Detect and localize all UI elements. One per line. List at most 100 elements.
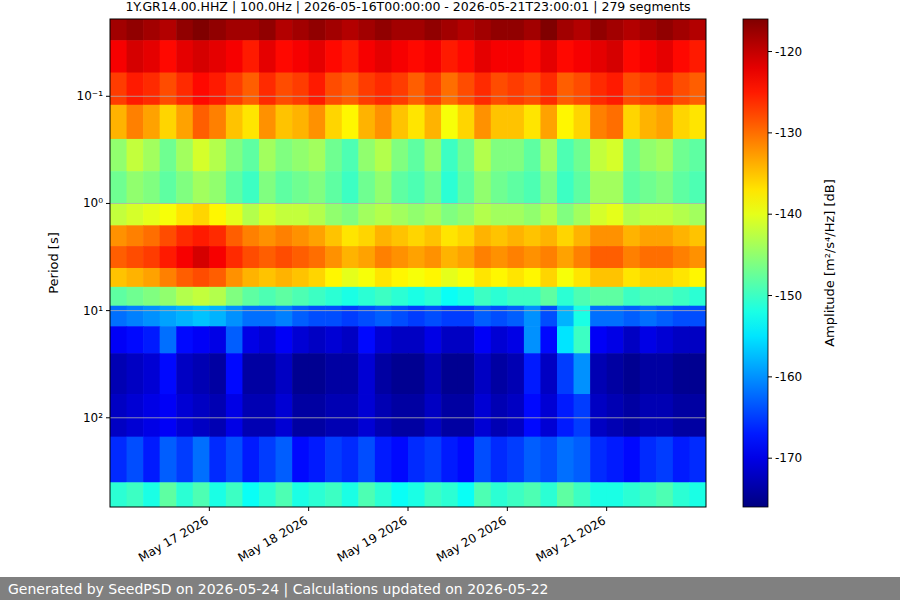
y-tick [106, 417, 110, 418]
cell [259, 353, 276, 394]
cell [226, 394, 243, 437]
cell [557, 73, 574, 106]
cell [557, 353, 574, 394]
cell [309, 394, 326, 437]
cell [540, 40, 557, 73]
cell [143, 482, 160, 507]
cell [640, 326, 657, 354]
cell [276, 19, 293, 41]
cell [143, 40, 160, 73]
cell [673, 268, 690, 287]
cell [408, 225, 425, 246]
cell [325, 306, 342, 327]
cell [474, 246, 491, 268]
cell [143, 171, 160, 204]
cell [193, 73, 210, 106]
y-tick [106, 96, 110, 97]
cell [375, 394, 392, 437]
cell [507, 40, 524, 73]
cell [309, 246, 326, 268]
cell [557, 306, 574, 327]
cell [143, 394, 160, 437]
cell [574, 40, 591, 73]
cell [242, 105, 259, 140]
cell [689, 268, 706, 287]
cell [689, 306, 706, 327]
cell [689, 353, 706, 394]
cell [425, 394, 442, 437]
cell [127, 326, 144, 354]
cell [540, 482, 557, 507]
cell [209, 437, 226, 483]
cell [176, 105, 193, 140]
cell [640, 139, 657, 172]
cell [458, 19, 475, 41]
cell [325, 246, 342, 268]
cell [408, 139, 425, 172]
cell [524, 482, 541, 507]
cell [425, 73, 442, 106]
cell [160, 394, 177, 437]
cell [458, 203, 475, 225]
cell [557, 394, 574, 437]
cell [607, 326, 624, 354]
footer-band [0, 577, 900, 600]
cell [209, 40, 226, 73]
cell [242, 326, 259, 354]
cell [640, 171, 657, 204]
cell [441, 19, 458, 41]
cell [673, 203, 690, 225]
cell [640, 306, 657, 327]
cell [507, 73, 524, 106]
colorbar-tick-label: -160 [775, 370, 802, 384]
cell [292, 482, 309, 507]
cell [242, 268, 259, 287]
cell [226, 105, 243, 140]
cell [193, 171, 210, 204]
cell [143, 19, 160, 41]
cell [160, 482, 177, 507]
x-tick-label: May 18 2026 [235, 513, 310, 564]
x-tick [209, 507, 210, 511]
cell [110, 326, 127, 354]
cell [127, 246, 144, 268]
cell [391, 287, 408, 306]
cell [557, 19, 574, 41]
cell [623, 394, 640, 437]
cell [292, 203, 309, 225]
cell [375, 19, 392, 41]
cell [276, 437, 293, 483]
cell [375, 139, 392, 172]
cell [375, 73, 392, 106]
colorbar-tick [768, 51, 772, 52]
cell [309, 326, 326, 354]
cell [408, 326, 425, 354]
cell [309, 171, 326, 204]
cell [574, 203, 591, 225]
cell [176, 246, 193, 268]
cell [110, 203, 127, 225]
cell [160, 287, 177, 306]
cell [276, 353, 293, 394]
cell [623, 246, 640, 268]
cell [491, 139, 508, 172]
cell [160, 105, 177, 140]
cell [524, 171, 541, 204]
cell [375, 40, 392, 73]
colorbar [743, 19, 768, 507]
cell [590, 306, 607, 327]
cell [391, 482, 408, 507]
cell [259, 203, 276, 225]
y-axis-title: Period [s] [46, 232, 61, 294]
cell [110, 268, 127, 287]
cell [375, 306, 392, 327]
cells [110, 19, 706, 507]
cell [391, 19, 408, 41]
cell [574, 73, 591, 106]
cell [160, 306, 177, 327]
cell [276, 40, 293, 73]
cell [491, 353, 508, 394]
cell [640, 287, 657, 306]
cell [309, 225, 326, 246]
cell [673, 19, 690, 41]
